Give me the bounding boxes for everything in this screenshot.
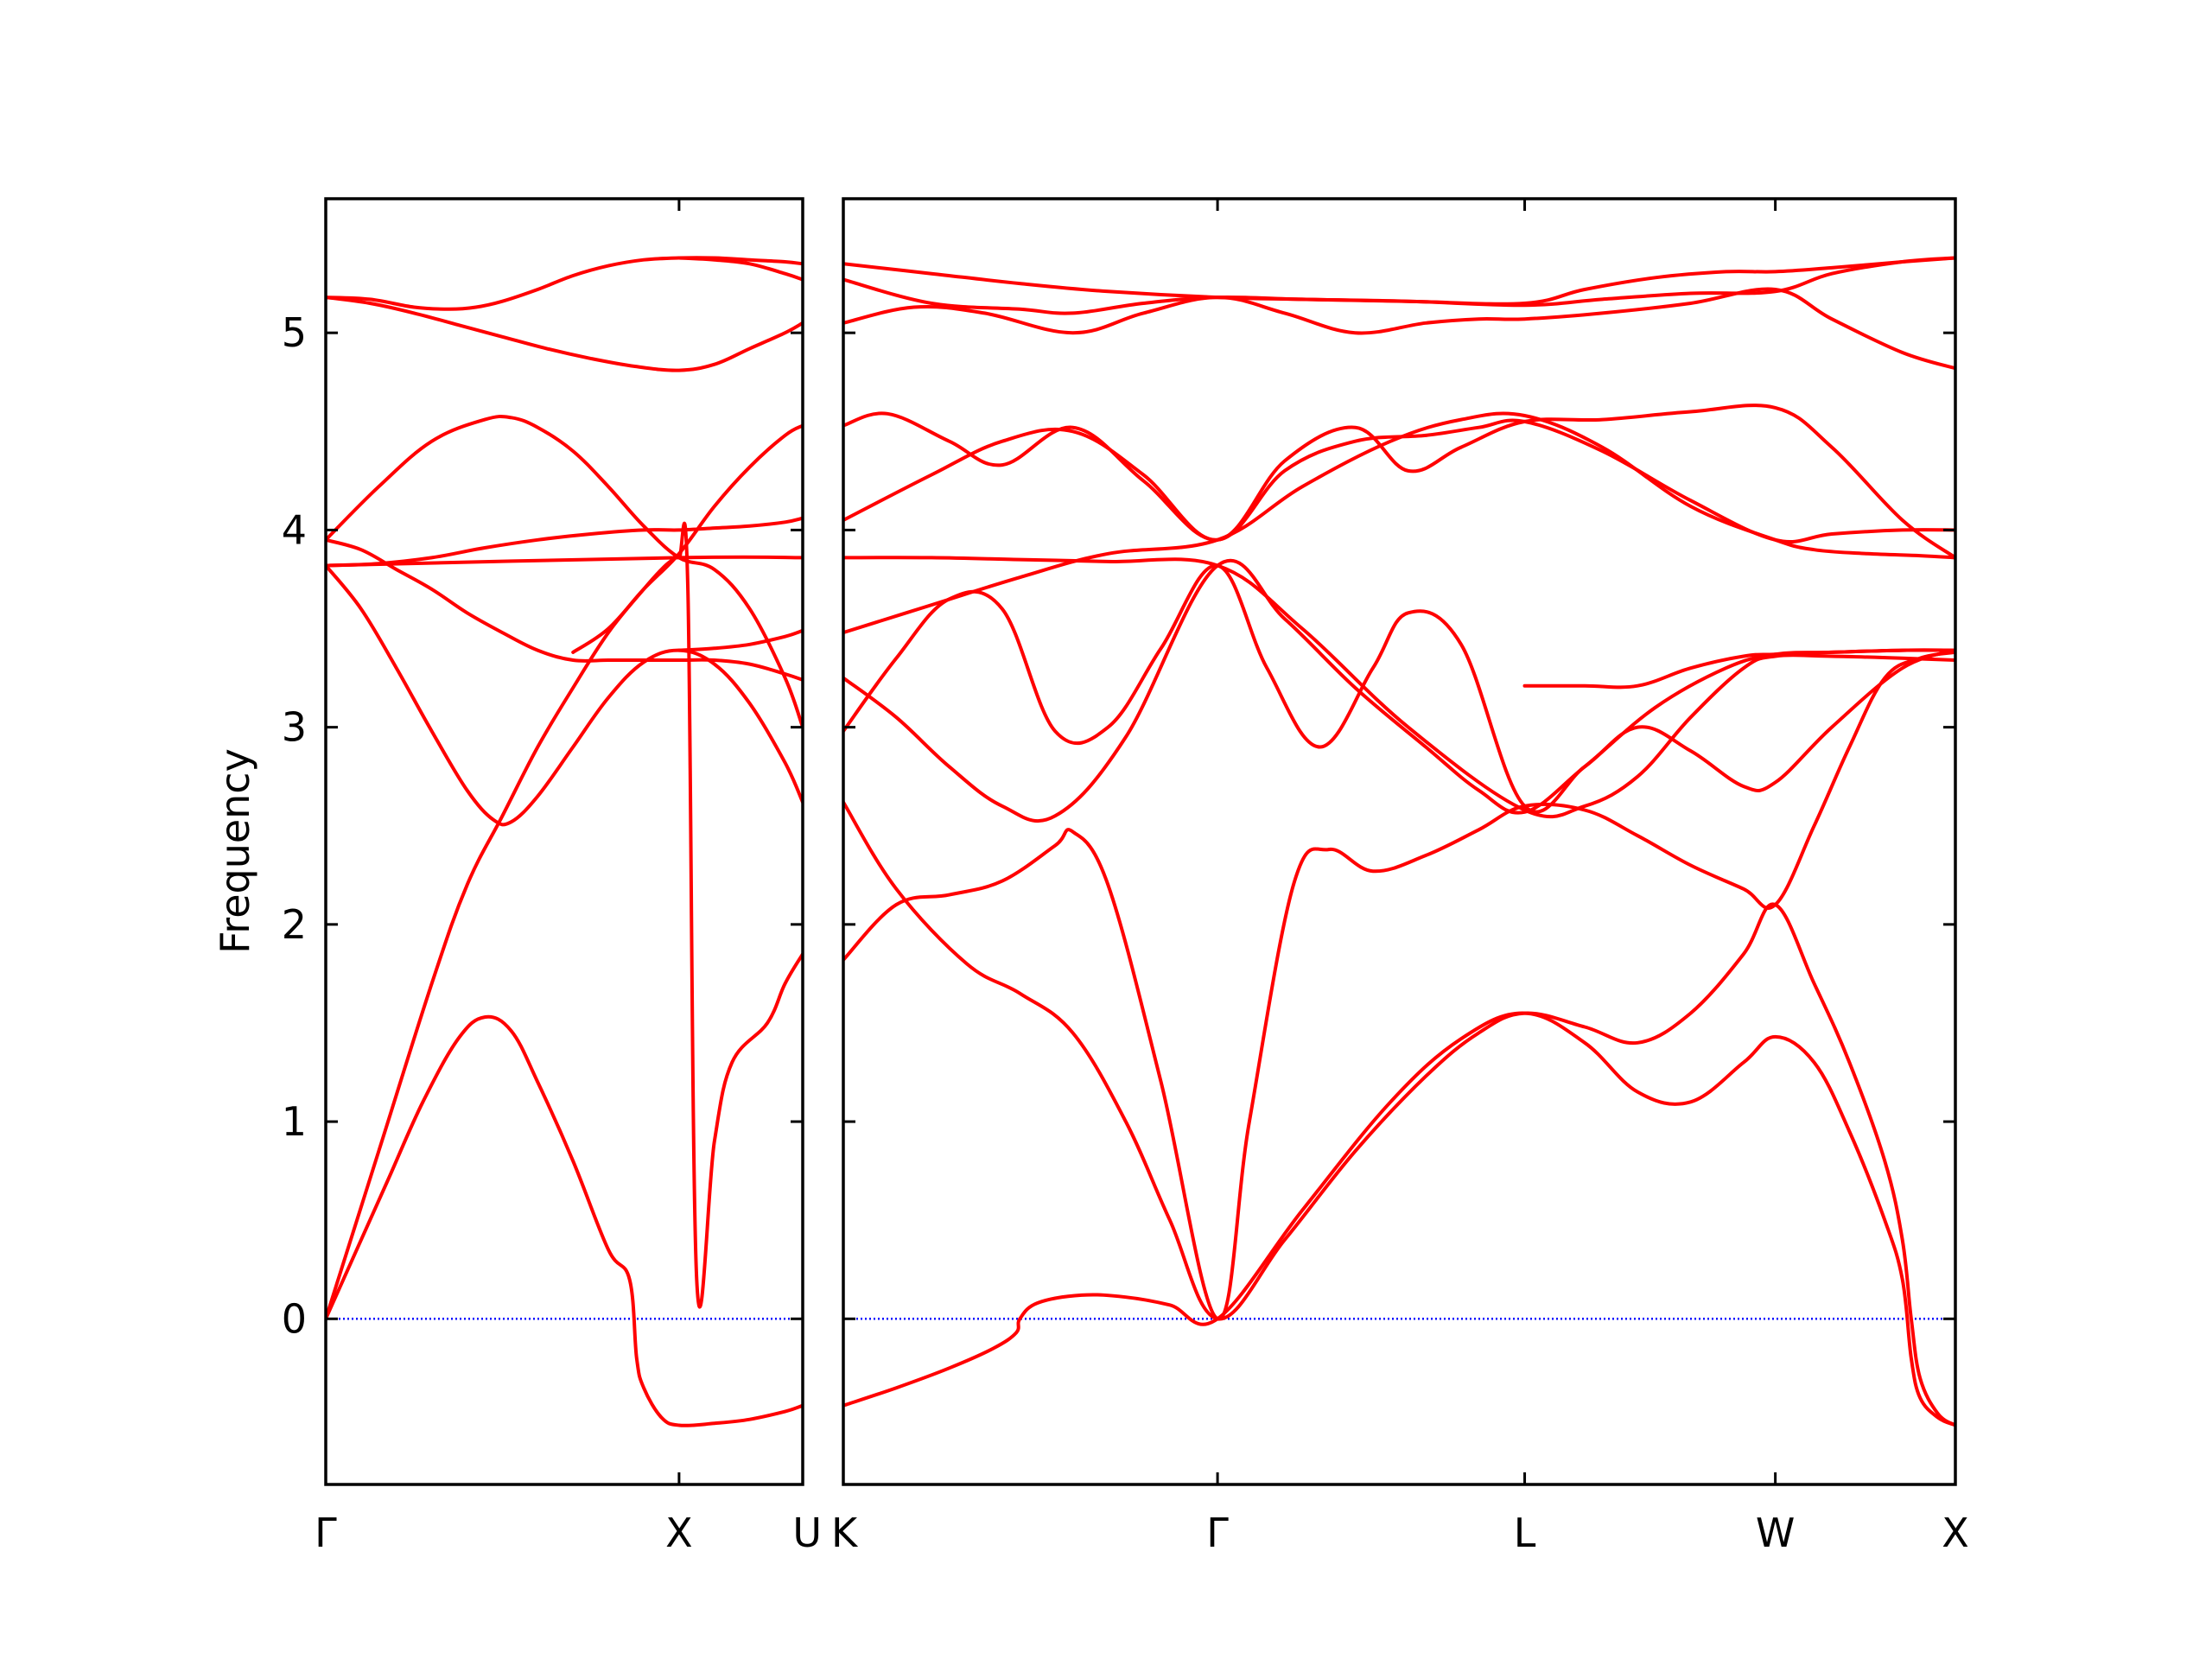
panel-frame (842, 197, 1957, 1486)
band-line-0-11 (677, 256, 803, 282)
band-line-0-4 (326, 516, 803, 568)
y-axis-title: Frequency (212, 748, 258, 954)
band-line-0-6 (326, 555, 803, 568)
band-line-0-7 (571, 423, 803, 654)
y-tick-label: 2 (282, 901, 307, 948)
x-tick-label: W (1756, 1510, 1795, 1556)
x-tick-label: U (792, 1510, 822, 1556)
panel-gamma-x-u: Γ X U 0 1 2 3 4 5 (282, 197, 822, 1556)
band-line-1-7 (843, 411, 1955, 635)
band-group (843, 256, 1955, 1427)
band-line-1-6 (1522, 648, 1955, 690)
band-line-0-5 (326, 415, 803, 729)
x-tick-label: Γ (315, 1510, 337, 1556)
y-tick-label: 0 (282, 1295, 307, 1342)
x-tick-label: Γ (1206, 1510, 1229, 1556)
band-line-0-9 (326, 296, 803, 372)
band-line-0-3 (326, 537, 803, 682)
band-line-1-8 (843, 404, 1955, 560)
x-tick-label: X (665, 1510, 693, 1556)
band-line-1-3 (843, 563, 1955, 814)
y-tick-label: 4 (282, 506, 307, 553)
x-tick-label: L (1514, 1510, 1536, 1556)
band-line-1-0 (843, 1011, 1955, 1427)
y-tick-label: 3 (282, 704, 307, 751)
band-line-1-9 (843, 411, 1955, 543)
x-tick-label: K (831, 1510, 859, 1556)
band-line-0-8 (677, 628, 803, 652)
band-line-0-10 (326, 256, 803, 311)
band-line-0-2 (326, 563, 803, 827)
x-tick-label: X (1942, 1510, 1969, 1556)
band-line-1-12 (843, 256, 1955, 306)
y-tick-label: 5 (282, 309, 307, 356)
band-line-1-10 (843, 287, 1955, 371)
band-group (326, 256, 803, 1427)
band-line-1-1 (843, 800, 1955, 1427)
band-line-0-0 (326, 1014, 803, 1427)
y-tick-label: 1 (282, 1098, 307, 1145)
band-line-1-2 (843, 650, 1955, 1321)
band-line-1-4 (843, 558, 1955, 823)
panel-frame (324, 197, 804, 1486)
